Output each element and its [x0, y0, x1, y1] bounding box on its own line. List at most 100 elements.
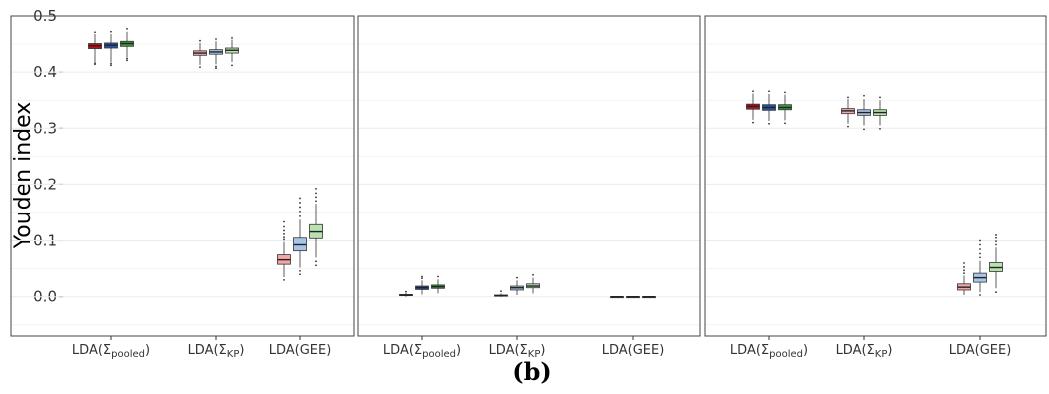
outlier-point: [405, 290, 407, 293]
outlier-point: [199, 66, 201, 68]
outlier-point: [963, 269, 965, 272]
box: [225, 36, 239, 67]
outlier-point: [231, 64, 233, 67]
outlier-point: [315, 192, 317, 195]
box: [762, 90, 776, 125]
box: [957, 262, 971, 296]
box: [610, 296, 624, 299]
outlier-point: [283, 236, 285, 239]
x-tick-label: LDA(GEE): [602, 343, 665, 358]
box: [510, 276, 524, 296]
outlier-point: [995, 234, 997, 236]
x-tick-label: LDA(ΣKP): [489, 343, 546, 360]
outlier-point: [979, 243, 981, 246]
outlier-point: [963, 266, 965, 268]
x-tick-label: LDA(GEE): [949, 343, 1012, 358]
box: [209, 38, 223, 70]
outlier-point: [126, 57, 128, 60]
x-tick-label: LDA(Σpooled): [730, 343, 808, 360]
outlier-point: [315, 264, 317, 267]
outlier-point: [110, 30, 112, 33]
outlier-point: [283, 220, 285, 223]
box: [873, 96, 887, 130]
outlier-point: [283, 238, 285, 241]
box: [778, 91, 792, 125]
outlier-point: [768, 90, 770, 93]
outlier-point: [768, 122, 770, 125]
box: [431, 275, 445, 294]
outlier-point: [752, 90, 754, 93]
box: [857, 94, 871, 131]
figure-caption: (b): [512, 357, 552, 386]
outlier-point: [299, 273, 301, 276]
panel: LDA(Σpooled) LDA(ΣKP) LDA(GEE): [10, 15, 355, 360]
outlier-point: [283, 232, 285, 235]
panel-frame: [10, 15, 355, 337]
outlier-point: [995, 236, 997, 239]
outlier-point: [847, 125, 849, 128]
outlier-point: [299, 211, 301, 213]
outlier-point: [516, 276, 518, 279]
outlier-point: [963, 262, 965, 264]
outlier-point: [299, 197, 301, 200]
outlier-point: [299, 206, 301, 209]
outlier-point: [126, 28, 128, 30]
outlier-point: [299, 269, 301, 272]
outlier-point: [315, 188, 317, 190]
box: [494, 290, 508, 297]
outlier-point: [979, 248, 981, 250]
box: [973, 239, 987, 296]
box: [526, 273, 540, 294]
panel: LDA(Σpooled) LDA(ΣKP) LDA(GEE): [704, 15, 1047, 360]
outlier-point: [863, 94, 865, 97]
outlier-point: [126, 59, 128, 62]
outlier-point: [847, 96, 849, 99]
box: [309, 188, 323, 267]
box: [626, 296, 640, 299]
outlier-point: [979, 252, 981, 255]
outlier-point: [784, 91, 786, 94]
outlier-point: [315, 200, 317, 203]
outlier-point: [299, 202, 301, 204]
outlier-point: [94, 62, 96, 65]
box: [841, 96, 855, 128]
x-tick-label: LDA(Σpooled): [72, 343, 150, 360]
box: [193, 39, 207, 68]
panel-frame: [704, 15, 1047, 337]
x-tick-label: LDA(ΣKP): [836, 343, 893, 360]
outlier-point: [979, 294, 981, 296]
outlier-point: [283, 278, 285, 281]
outlier-point: [110, 64, 112, 67]
outlier-point: [784, 122, 786, 125]
outlier-point: [215, 67, 217, 70]
outlier-point: [421, 277, 423, 280]
outlier-point: [315, 260, 317, 263]
outlier-point: [299, 214, 301, 217]
y-axis-label: Youden index: [11, 102, 36, 250]
outlier-point: [879, 96, 881, 99]
outlier-point: [283, 225, 285, 228]
outlier-point: [199, 39, 201, 42]
outlier-point: [752, 121, 754, 124]
outlier-point: [215, 38, 217, 40]
outlier-point: [995, 291, 997, 294]
box: [88, 31, 102, 66]
x-tick-label: LDA(GEE): [269, 343, 332, 358]
outlier-point: [283, 229, 285, 232]
x-tick-label: LDA(ΣKP): [188, 343, 245, 360]
box: [104, 30, 118, 67]
box: [415, 275, 429, 295]
box: [277, 220, 291, 281]
box: [293, 197, 307, 276]
outlier-point: [315, 196, 317, 199]
outlier-point: [879, 127, 881, 130]
outlier-point: [421, 275, 423, 278]
outlier-point: [979, 239, 981, 242]
outlier-point: [437, 275, 439, 278]
outlier-point: [532, 273, 534, 276]
outlier-point: [995, 240, 997, 243]
outlier-point: [215, 65, 217, 68]
outlier-point: [963, 272, 965, 275]
panel: LDA(Σpooled) LDA(ΣKP) LDA(GEE): [357, 15, 701, 360]
